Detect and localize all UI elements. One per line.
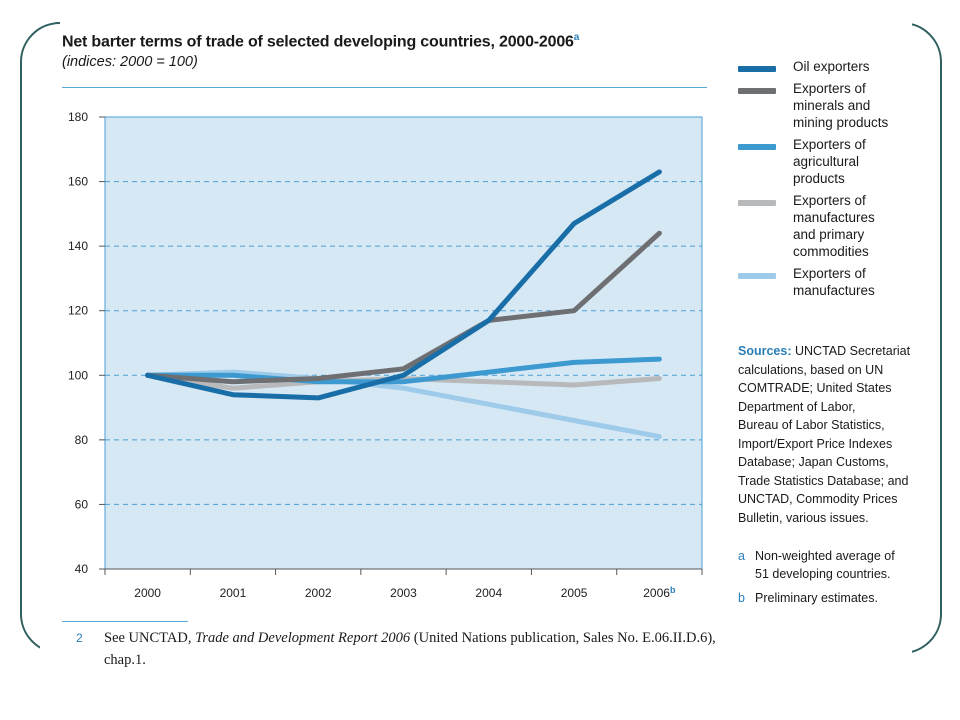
sources-line: UNCTAD Secretariat (794, 344, 911, 358)
note-marker: b (738, 591, 745, 605)
y-tick-label: 100 (68, 368, 88, 382)
legend-label: agricultural (793, 154, 860, 169)
note-text: Non-weighted average of (755, 549, 895, 563)
legend-item: Exporters of minerals and mining products (738, 80, 938, 131)
line-chart: 40 60 80 100 120 140 160 180 2000 2001 2002 2003 200… (68, 110, 703, 600)
sources-line: UNCTAD, Commodity Prices (738, 492, 898, 506)
legend-label: Oil exporters (793, 59, 870, 74)
sources-note: Sources: UNCTAD Secretariat calculations,… (738, 342, 918, 527)
y-tick-label: 120 (68, 304, 88, 318)
footnote-report-title: Trade and Development Report 2006 (195, 630, 411, 646)
y-tick-label: 60 (75, 497, 89, 511)
y-tick-label: 40 (75, 562, 89, 576)
legend-label: mining products (793, 115, 889, 130)
legend-swatch (738, 88, 776, 94)
legend-label: Exporters of (793, 193, 866, 208)
note-text: Preliminary estimates. (755, 591, 878, 605)
x-tick-note-marker: b (670, 585, 676, 595)
legend-label: minerals and (793, 98, 871, 113)
x-tick-label: 2006b (643, 585, 676, 600)
frame-gap-bottom (40, 644, 912, 660)
x-tick-label: 2005 (561, 586, 588, 600)
footnote: 2 See UNCTAD, Trade and Development Repo… (76, 627, 736, 671)
footnote-number: 2 (76, 631, 83, 645)
sources-text: UNCTAD Secretariat calculations, based on… (738, 344, 910, 525)
chart-subtitle: (indices: 2000 = 100) (62, 54, 198, 70)
chart-title: Net barter terms of trade of selected de… (62, 32, 580, 51)
series-line-5 (145, 369, 662, 440)
sources-line: Import/Export Price Indexes (738, 436, 893, 451)
x-tick-label: 2000 (134, 586, 161, 600)
sources-line: Bureau of Labor Statistics, (738, 418, 885, 432)
legend-item: Oil exporters (738, 58, 938, 75)
y-tick-label: 160 (68, 175, 88, 189)
note-b: b Preliminary estimates. (738, 589, 928, 607)
sources-line: calculations, based on UN (738, 362, 884, 377)
legend-swatch (738, 273, 776, 279)
plot-area (104, 116, 703, 570)
chart-legend: Oil exporters Exporters of minerals and min… (738, 58, 938, 304)
legend-label: Exporters of (793, 137, 866, 152)
y-tick-label: 180 (68, 110, 88, 124)
legend-label: Exporters of (793, 81, 866, 96)
legend-swatch (738, 66, 776, 72)
legend-label: manufactures (793, 283, 875, 298)
legend-item: Exporters of manufactures and primary commo… (738, 192, 938, 260)
series-line-2 (145, 230, 662, 385)
legend-label: manufactures (793, 210, 875, 225)
legend-item: Exporters of manufactures (738, 265, 938, 299)
y-tick-label: 80 (75, 433, 89, 447)
note-a: a Non-weighted average of 51 developing co… (738, 547, 928, 583)
footnote-rule (62, 621, 188, 622)
series-line-1 (145, 169, 662, 401)
footnote-text: See UNCTAD, Trade and Development Report… (104, 630, 716, 668)
sources-label: Sources: (738, 344, 792, 358)
frame-gap-top (60, 14, 912, 30)
x-tick-label: 2001 (220, 586, 247, 600)
legend-item: Exporters of agricultural products (738, 136, 938, 187)
x-tick-label: 2003 (390, 586, 417, 600)
series-line-4 (145, 372, 662, 391)
sources-line: COMTRADE; United States (738, 381, 892, 395)
sources-line: Database; Japan Customs, (738, 455, 889, 469)
legend-label: commodities (793, 244, 869, 259)
legend-swatch (738, 144, 776, 150)
legend-swatch (738, 200, 776, 206)
legend-label: and primary (793, 227, 865, 242)
sources-line: Bulletin, various issues. (738, 510, 869, 525)
note-marker: a (738, 549, 745, 563)
series-line-3 (145, 356, 662, 385)
note-text: 51 developing countries. (755, 567, 891, 581)
sources-line: Department of Labor, (738, 399, 856, 414)
title-note-marker: a (573, 32, 580, 43)
legend-label: Exporters of (793, 266, 866, 281)
y-tick-label: 140 (68, 239, 88, 253)
x-tick-label: 2004 (475, 586, 502, 600)
title-rule (62, 87, 707, 88)
legend-label: products (793, 171, 845, 186)
x-tick-label: 2002 (305, 586, 332, 600)
sources-line: Trade Statistics Database; and (738, 473, 909, 488)
